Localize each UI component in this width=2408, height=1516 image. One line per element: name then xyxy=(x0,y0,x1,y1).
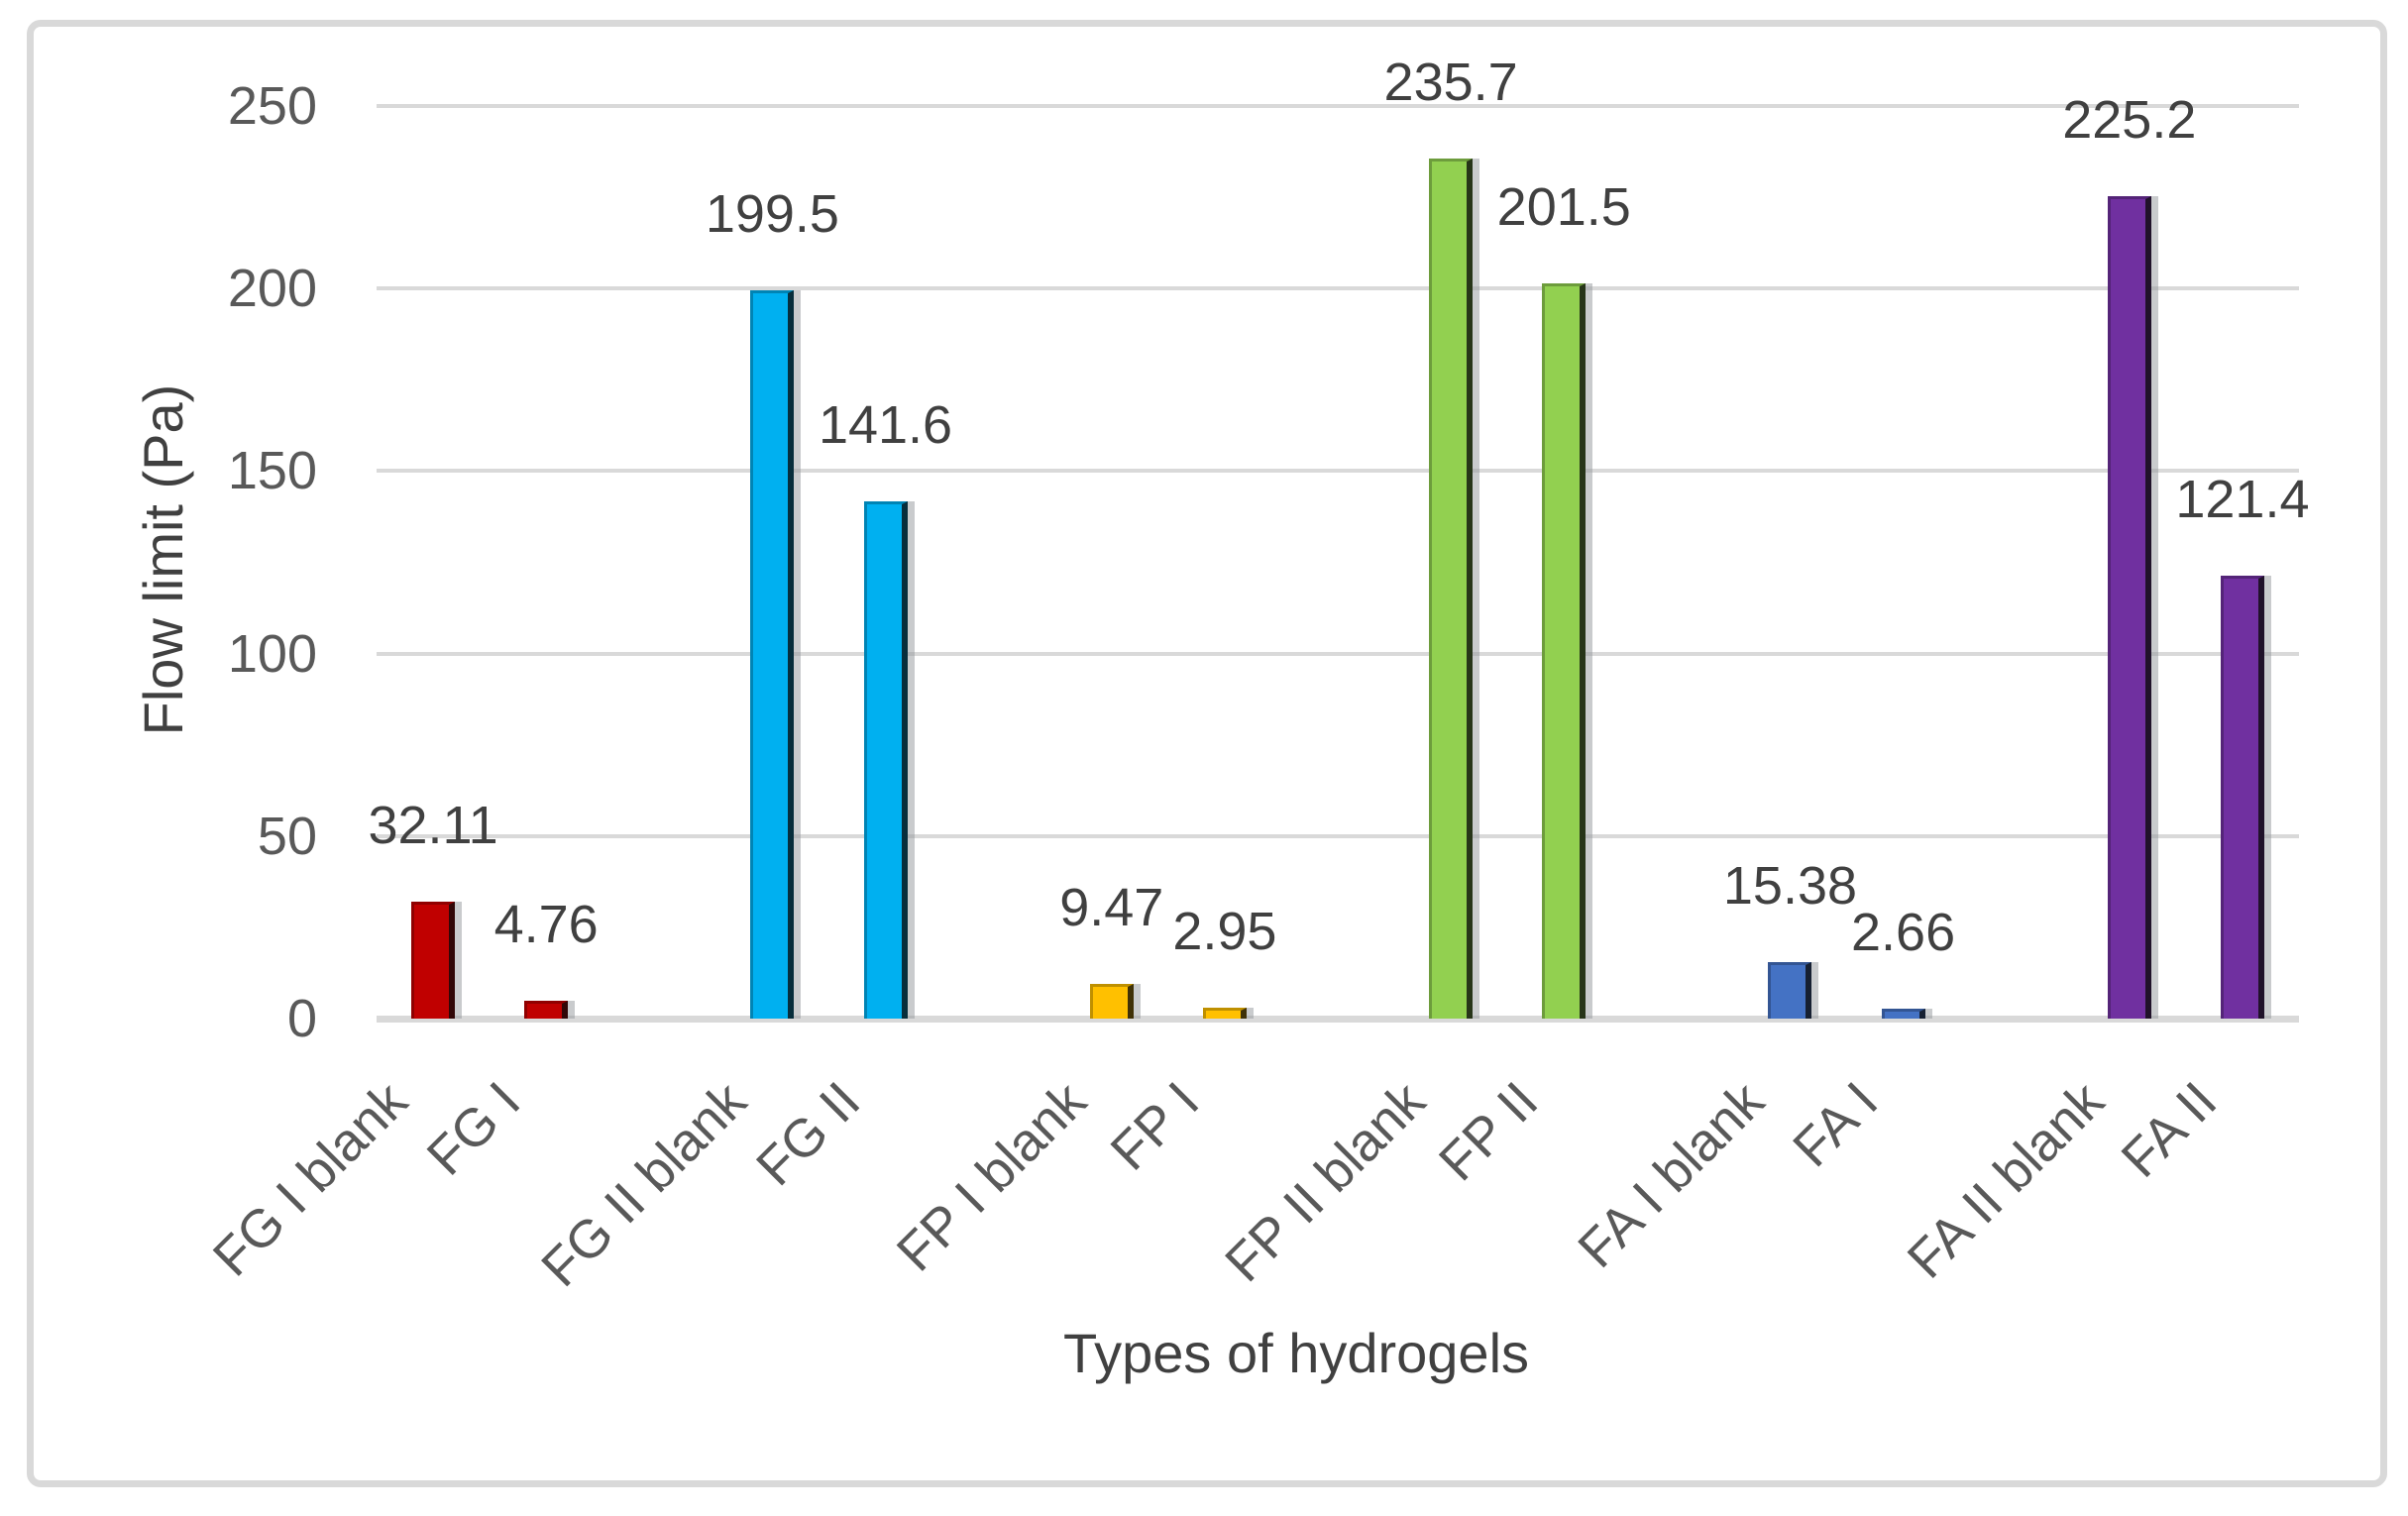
x-axis-line xyxy=(377,1016,2299,1023)
y-tick-label-250: 250 xyxy=(227,76,317,136)
data-label-fa-ii: 121.4 xyxy=(2175,469,2310,529)
bar-fp-ii xyxy=(1542,282,1587,1019)
bar-fg-ii-blank xyxy=(750,290,795,1019)
bar-fa-i xyxy=(1881,1009,1925,1019)
bar-fa-ii xyxy=(2220,575,2264,1019)
data-label-fa-i-blank: 15.38 xyxy=(1722,856,1858,917)
data-label-fg-ii-blank: 199.5 xyxy=(705,184,839,245)
data-label-fa-ii-blank: 225.2 xyxy=(2062,90,2197,151)
gridline-100 xyxy=(377,651,2299,656)
x-axis-title: Types of hydrogels xyxy=(1062,1322,1530,1384)
bar-fp-i xyxy=(1202,1008,1247,1019)
bar-fa-i-blank xyxy=(1768,962,1812,1019)
gridline-250 xyxy=(377,104,2299,108)
data-label-fp-i-blank: 9.47 xyxy=(1059,878,1164,938)
data-label-fp-ii: 201.5 xyxy=(1496,176,1631,237)
data-label-fa-i: 2.66 xyxy=(1851,903,1956,963)
data-label-fp-ii-blank: 235.7 xyxy=(1383,52,1518,112)
data-label-fg-ii: 141.6 xyxy=(818,395,953,456)
y-tick-label-50: 50 xyxy=(257,806,317,866)
bar-fp-ii-blank xyxy=(1429,158,1474,1019)
chart-border xyxy=(27,20,2387,1487)
bar-fg-i-blank xyxy=(411,901,456,1019)
bar-fp-i-blank xyxy=(1089,984,1134,1019)
bar-fg-i xyxy=(524,1001,569,1019)
gridline-50 xyxy=(377,833,2299,838)
data-label-fp-i: 2.95 xyxy=(1172,902,1277,962)
y-tick-label-0: 0 xyxy=(286,989,317,1048)
bar-fa-ii-blank xyxy=(2107,196,2151,1019)
bar-fg-ii xyxy=(863,501,908,1019)
gridline-150 xyxy=(377,469,2299,474)
data-label-fg-i-blank: 32.11 xyxy=(368,795,498,855)
y-tick-label-200: 200 xyxy=(227,259,317,319)
y-axis-title: Flow limit (Pa) xyxy=(132,383,194,736)
y-tick-label-150: 150 xyxy=(227,441,317,501)
data-label-fg-i: 4.76 xyxy=(493,895,599,955)
y-tick-label-100: 100 xyxy=(227,623,317,684)
gridline-200 xyxy=(377,286,2299,291)
